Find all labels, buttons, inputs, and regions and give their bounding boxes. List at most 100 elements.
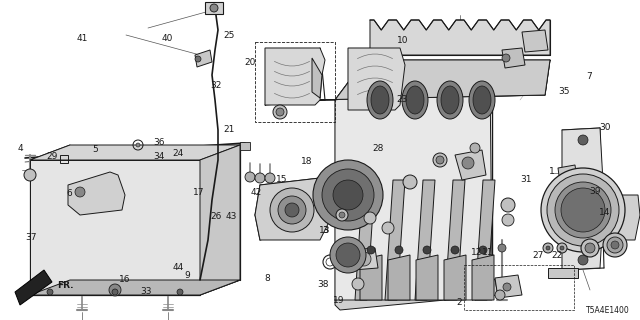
Circle shape [451,246,459,254]
Polygon shape [350,248,378,270]
Polygon shape [348,48,405,110]
Text: 42: 42 [250,188,262,196]
Circle shape [276,108,284,116]
Polygon shape [416,255,438,300]
Circle shape [336,209,348,221]
Circle shape [278,196,306,224]
Circle shape [502,214,514,226]
Text: 21: 21 [223,125,235,134]
Polygon shape [15,270,52,305]
Polygon shape [522,30,548,52]
Text: 41: 41 [76,34,88,43]
Text: 13: 13 [319,226,331,235]
Ellipse shape [437,81,463,119]
Circle shape [498,244,506,252]
Circle shape [436,156,444,164]
Circle shape [265,173,275,183]
Circle shape [607,237,623,253]
Text: 18: 18 [301,157,313,166]
Circle shape [364,212,376,224]
Circle shape [502,54,510,62]
Circle shape [543,243,553,253]
Polygon shape [310,60,550,100]
Polygon shape [200,145,240,295]
Polygon shape [30,280,240,295]
Text: 8: 8 [265,274,270,283]
Text: 39: 39 [589,187,601,196]
Text: T5A4E1400: T5A4E1400 [586,306,630,315]
Text: 36: 36 [153,138,164,147]
Polygon shape [30,160,200,295]
Text: 29: 29 [47,152,58,161]
Circle shape [313,160,383,230]
Circle shape [255,173,265,183]
Polygon shape [310,60,550,100]
Text: 28: 28 [372,144,383,153]
Text: 27: 27 [532,252,543,260]
Circle shape [557,243,567,253]
Text: 6: 6 [67,189,72,198]
Circle shape [546,246,550,250]
Ellipse shape [371,86,389,114]
Text: 31: 31 [520,175,532,184]
Circle shape [336,243,360,267]
Circle shape [273,105,287,119]
Circle shape [177,289,183,295]
Polygon shape [195,50,212,67]
Text: 1: 1 [549,167,554,176]
Polygon shape [445,180,465,300]
Polygon shape [455,150,486,180]
Polygon shape [618,195,640,240]
Text: 23: 23 [396,95,408,104]
Text: 33: 33 [140,287,152,296]
Text: 16: 16 [119,276,131,284]
Circle shape [603,233,627,257]
Circle shape [423,246,431,254]
Text: 10: 10 [397,36,409,45]
Bar [60,155,68,163]
Text: 35: 35 [559,87,570,96]
Ellipse shape [473,86,491,114]
Polygon shape [562,128,604,270]
Polygon shape [68,172,125,215]
Text: 40: 40 [162,34,173,43]
Bar [240,142,250,150]
Circle shape [382,222,394,234]
Text: 3: 3 [323,226,328,235]
Text: FR.: FR. [57,281,74,290]
Text: 37: 37 [25,233,36,242]
Text: 11: 11 [482,248,493,257]
Bar [205,2,223,14]
Polygon shape [388,255,410,300]
Polygon shape [385,180,405,300]
Circle shape [47,289,53,295]
Text: 32: 32 [211,81,222,90]
Circle shape [560,246,564,250]
Circle shape [578,255,588,265]
Text: 2: 2 [457,298,462,307]
Circle shape [611,241,619,249]
Text: 12: 12 [471,248,483,257]
Circle shape [24,169,36,181]
Circle shape [367,246,375,254]
Text: 44: 44 [172,263,184,272]
Circle shape [75,187,85,197]
Polygon shape [502,48,525,68]
Text: 38: 38 [317,280,328,289]
Circle shape [470,143,480,153]
Ellipse shape [406,86,424,114]
Circle shape [581,239,599,257]
Circle shape [595,180,605,190]
Polygon shape [495,275,522,298]
Circle shape [270,188,314,232]
Circle shape [561,188,605,232]
Ellipse shape [469,81,495,119]
Polygon shape [444,255,466,300]
Polygon shape [415,180,435,300]
Text: 5: 5 [92,145,97,154]
Polygon shape [370,20,550,55]
Circle shape [462,157,474,169]
Text: 24: 24 [172,149,184,158]
Ellipse shape [402,81,428,119]
Circle shape [585,243,595,253]
